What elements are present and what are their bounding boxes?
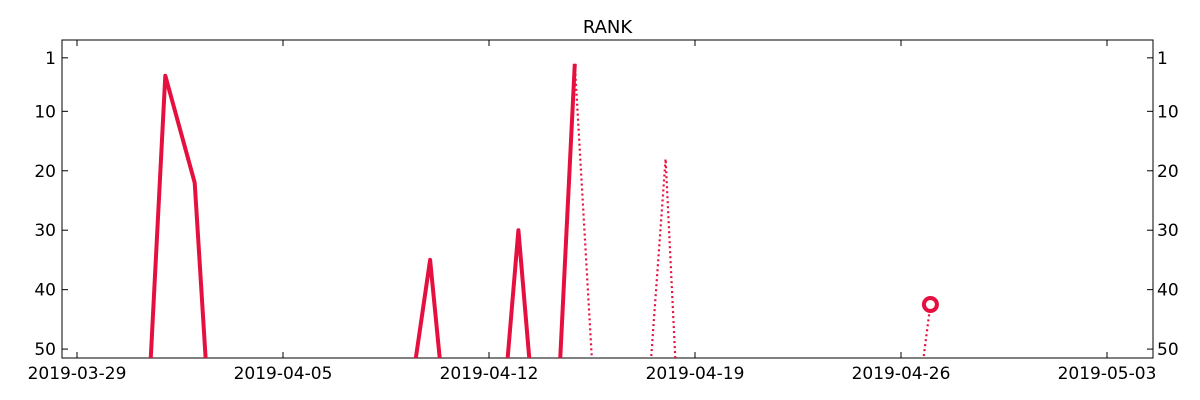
y-tick-label-left: 40 bbox=[34, 281, 56, 301]
rank-line-solid bbox=[413, 257, 442, 358]
y-tick-label-right: 10 bbox=[1157, 102, 1179, 122]
y-tick-label-left: 30 bbox=[34, 221, 56, 241]
y-axis: 1 1 10 10 20 20 30 30 40 40 50 50 bbox=[34, 49, 1178, 360]
y-tick-label-right: 40 bbox=[1157, 281, 1179, 301]
rank-line-solid bbox=[505, 228, 532, 358]
y-tick-label-right: 50 bbox=[1157, 340, 1179, 360]
rank-line-dotted bbox=[650, 157, 677, 358]
y-tick-label-right: 1 bbox=[1157, 49, 1168, 69]
y-tick-label-right: 30 bbox=[1157, 221, 1179, 241]
x-tick-label: 2019-03-29 bbox=[28, 364, 127, 384]
y-tick-label-left: 20 bbox=[34, 162, 56, 182]
rank-line-solid bbox=[558, 63, 577, 358]
chart-title: RANK bbox=[583, 17, 634, 38]
x-tick-label: 2019-04-26 bbox=[852, 364, 951, 384]
y-tick-label-left: 10 bbox=[34, 102, 56, 122]
x-axis: 2019-03-29 2019-04-05 2019-04-12 2019-04-19… bbox=[28, 40, 1157, 384]
rank-line-dotted bbox=[922, 304, 932, 358]
rank-marker bbox=[921, 296, 939, 314]
rank-line-solid bbox=[148, 73, 208, 358]
x-tick-label: 2019-04-12 bbox=[440, 364, 539, 384]
y-tick-label-left: 1 bbox=[45, 49, 56, 69]
x-tick-label: 2019-04-05 bbox=[234, 364, 333, 384]
plot-border bbox=[61, 39, 1154, 359]
series-layer bbox=[148, 63, 932, 358]
x-tick-label: 2019-05-03 bbox=[1058, 364, 1157, 384]
y-tick-label-left: 50 bbox=[34, 340, 56, 360]
rank-line-dotted bbox=[573, 63, 593, 358]
x-tick-label: 2019-04-19 bbox=[646, 364, 745, 384]
plot-frame bbox=[61, 39, 1154, 359]
y-tick-label-right: 20 bbox=[1157, 162, 1179, 182]
